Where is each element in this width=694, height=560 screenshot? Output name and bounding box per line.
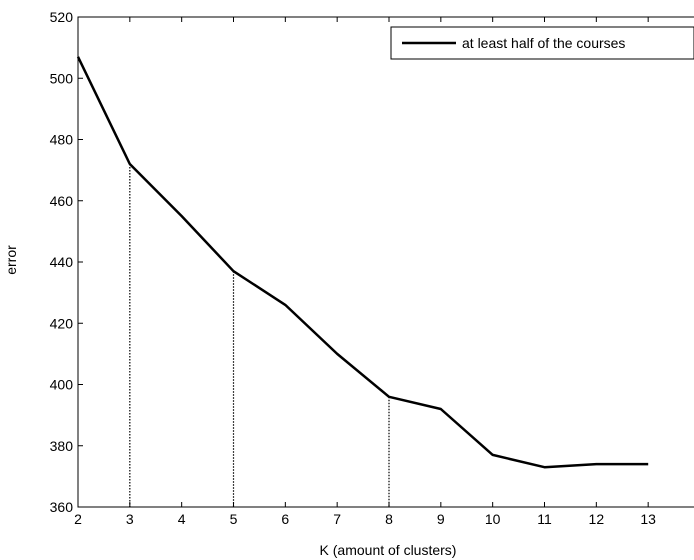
y-tick-label: 400 [50, 377, 74, 393]
dotted-guide-lines [129, 164, 390, 507]
x-tick-label: 5 [230, 511, 238, 527]
x-tick-label: 6 [281, 511, 289, 527]
y-tick-label: 520 [50, 9, 74, 25]
plot-area [77, 16, 694, 508]
x-tick-label: 9 [437, 511, 445, 527]
axis-ticks [77, 16, 649, 508]
y-tick-label: 480 [50, 132, 74, 148]
y-axis-title: error [3, 245, 19, 275]
x-tick-label: 3 [126, 511, 134, 527]
y-tick-label: 420 [50, 315, 74, 331]
series-line [76, 56, 649, 469]
x-tick-label: 2 [74, 511, 82, 527]
legend: at least half of the courses [390, 26, 694, 60]
x-tick-label: 12 [589, 511, 605, 527]
plot-frame [77, 16, 694, 508]
x-tick-label: 4 [178, 511, 186, 527]
y-tick-label: 500 [50, 70, 74, 86]
x-tick-label: 10 [485, 511, 501, 527]
series-layer [76, 56, 649, 469]
legend-label: at least half of the courses [462, 35, 625, 51]
y-tick-label: 360 [50, 499, 74, 515]
y-tick-label: 440 [50, 254, 74, 270]
x-axis-title: K (amount of clusters) [320, 542, 457, 558]
x-tick-label: 11 [537, 511, 552, 527]
x-tick-label: 7 [333, 511, 341, 527]
tick-labels: 2 3 4 5 6 7 8 9 10 11 12 13 360 380 400 420 440 460 480 500… [50, 9, 657, 527]
y-tick-label: 460 [50, 193, 74, 209]
x-tick-label: 8 [385, 511, 393, 527]
x-tick-label: 13 [640, 511, 656, 527]
y-tick-label: 380 [50, 438, 74, 454]
